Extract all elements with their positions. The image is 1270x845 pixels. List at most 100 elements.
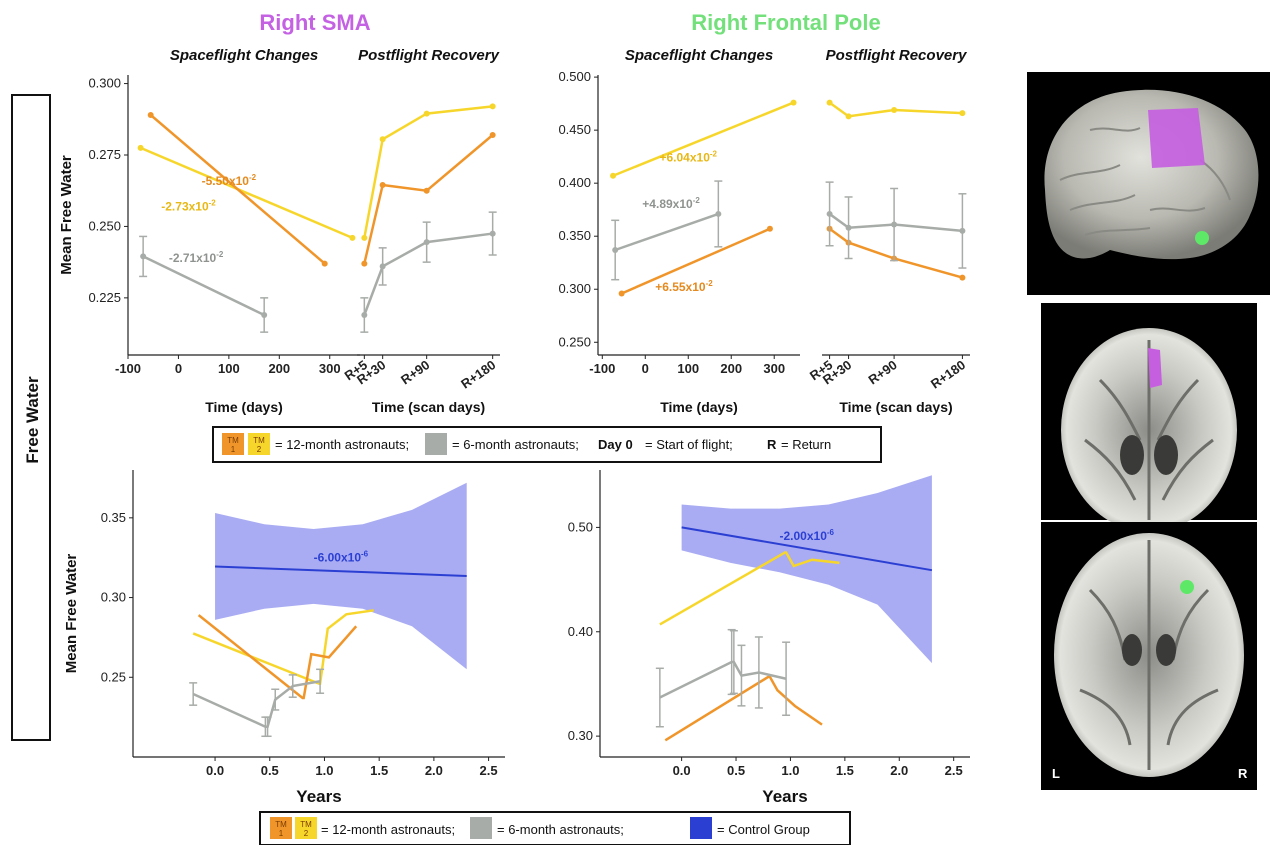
slope-annotation-tm1: +6.55x10-2 xyxy=(655,279,713,294)
y-axis-label: Mean Free Water xyxy=(58,155,75,275)
x-category-label: R+90 xyxy=(398,357,432,387)
x-tick-label: 100 xyxy=(677,361,699,376)
data-point-tm2 xyxy=(959,110,966,117)
row-label-box xyxy=(11,94,51,741)
x-tick-label: 0 xyxy=(642,361,649,376)
legend-top: TM 1 TM 2 = 12-month astronauts; = 6-mon… xyxy=(212,426,882,463)
legend-top-r-bold: R xyxy=(767,437,777,452)
brain-3d-render xyxy=(1027,72,1270,295)
data-point-six xyxy=(379,263,386,270)
data-point-tm2 xyxy=(489,103,496,110)
x-axis-label: Time (days) xyxy=(660,399,738,415)
y-tick-label: 0.350 xyxy=(558,228,591,243)
data-point-tm2 xyxy=(790,99,797,106)
brain-axial-slice: L R xyxy=(1041,522,1257,790)
chart-fp_years: 0.30 0.40 0.50 0.0 0.5 1.0 1.5 2.0 2.5 Years -2.00… xyxy=(568,470,970,806)
data-point-six xyxy=(826,210,833,217)
data-point-tm2 xyxy=(379,136,386,143)
data-point-six xyxy=(612,247,619,253)
x-axis-label: Time (scan days) xyxy=(372,399,485,415)
control-slope-label: -2.00x10-6 xyxy=(780,528,835,543)
data-point-tm2 xyxy=(349,234,356,241)
data-point-six xyxy=(261,312,268,318)
brain-coronal-slice xyxy=(1041,303,1257,532)
slope-annotation-tm1: -5.50x10-2 xyxy=(202,173,257,188)
x-tick-label: 1.5 xyxy=(836,763,854,778)
legend-top-tm1-swatch xyxy=(222,433,244,455)
data-point-tm1 xyxy=(423,187,430,194)
data-point-six xyxy=(361,312,368,318)
series-line-six xyxy=(828,212,963,233)
data-point-six xyxy=(845,224,852,231)
x-category-label: R+90 xyxy=(865,357,899,387)
x-tick-label: 0 xyxy=(175,361,182,376)
legend-bottom-control: = Control Group xyxy=(717,822,810,837)
brain-label-left: L xyxy=(1052,766,1060,781)
y-tick-label: 0.300 xyxy=(558,281,591,296)
data-point-tm1 xyxy=(147,112,154,118)
data-point-tm2 xyxy=(610,172,617,179)
data-point-six xyxy=(423,239,430,246)
x-tick-label: 200 xyxy=(268,361,290,376)
data-point-tm2 xyxy=(845,113,852,120)
chart-sma_spaceflight: Spaceflight Changes 0.225 0.250 0.275 0.300 -… xyxy=(58,47,360,415)
legend-top-six-swatch xyxy=(425,433,447,455)
slope-annotation-six: -2.71x10-2 xyxy=(169,250,224,265)
slope-annotation-tm2: -2.73x10-2 xyxy=(161,199,216,214)
data-point-tm1 xyxy=(959,274,966,281)
y-tick-label: 0.35 xyxy=(101,510,126,525)
legend-bottom-six-swatch xyxy=(470,817,492,839)
data-point-tm2 xyxy=(361,234,368,241)
series-line-tm2 xyxy=(140,146,353,240)
control-trend-line xyxy=(215,565,467,578)
sma-group-title: Right SMA xyxy=(259,10,370,35)
legend-bottom-control-swatch xyxy=(690,817,712,839)
data-point-tm1 xyxy=(489,132,496,138)
data-point-tm2 xyxy=(137,144,144,151)
y-tick-label: 0.30 xyxy=(101,590,126,605)
data-point-tm1 xyxy=(321,260,328,267)
y-tick-label: 0.30 xyxy=(568,728,593,743)
series-line-tm2 xyxy=(363,105,493,239)
x-axis-label: Time (scan days) xyxy=(839,399,952,415)
legend-bottom-12month: = 12-month astronauts; xyxy=(321,822,455,837)
data-point-six xyxy=(715,210,722,217)
legend-top-tm2-swatch xyxy=(248,433,270,455)
y-tick-label: 0.400 xyxy=(558,175,591,190)
row-label: Free Water xyxy=(23,376,42,464)
x-tick-label: 2.0 xyxy=(425,763,443,778)
series-line-tm1 xyxy=(828,227,963,279)
series-line-six xyxy=(659,660,787,699)
y-tick-label: 0.25 xyxy=(101,669,126,684)
data-point-tm1 xyxy=(379,182,386,188)
chart-fp_spaceflight: Spaceflight Changes 0.250 0.300 0.350 0.400 0… xyxy=(558,47,800,415)
x-tick-label: 100 xyxy=(218,361,240,376)
series-line-tm1 xyxy=(149,114,326,265)
data-point-tm1 xyxy=(766,225,773,232)
y-tick-label: 0.40 xyxy=(568,624,593,639)
legend-top-r-text: = Return xyxy=(781,437,831,452)
y-tick-label: 0.225 xyxy=(88,290,121,305)
chart-title: Spaceflight Changes xyxy=(625,47,773,64)
data-point-six xyxy=(959,227,966,234)
y-tick-label: 0.50 xyxy=(568,519,593,534)
chart-sma_years: 0.25 0.30 0.35 0.0 0.5 1.0 1.5 2.0 2.5 Years Mean … xyxy=(63,470,505,806)
legend-top-6month: = 6-month astronauts; xyxy=(452,437,579,452)
x-tick-label: 1.0 xyxy=(315,763,333,778)
legend-bottom-6month: = 6-month astronauts; xyxy=(497,822,624,837)
data-point-tm2 xyxy=(826,99,833,106)
control-slope-label: -6.00x10-6 xyxy=(314,550,369,565)
legend-top-day0-text: = Start of flight; xyxy=(645,437,733,452)
y-tick-label: 0.250 xyxy=(558,334,591,349)
x-tick-label: 0.5 xyxy=(261,763,279,778)
svg-text:2: 2 xyxy=(257,445,262,454)
data-point-tm1 xyxy=(618,290,625,297)
legend-top-tm1-label: TM xyxy=(227,436,239,445)
series-line-six xyxy=(142,255,265,317)
control-confidence-band xyxy=(215,482,467,670)
x-tick-label: 2.5 xyxy=(480,763,498,778)
data-point-six xyxy=(891,221,898,228)
